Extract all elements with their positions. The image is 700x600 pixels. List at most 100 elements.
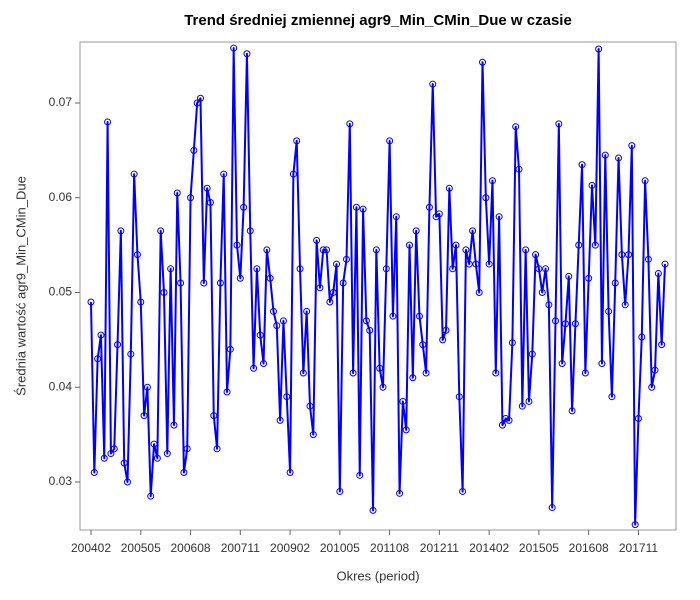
data-point — [240, 203, 248, 211]
data-point — [323, 246, 331, 254]
data-point — [137, 298, 145, 306]
data-point — [226, 345, 234, 353]
data-point — [402, 426, 410, 434]
data-point — [492, 369, 500, 377]
data-point — [621, 301, 629, 309]
x-tick-label: 200711 — [221, 541, 260, 555]
data-point — [273, 322, 281, 330]
plot-frame — [79, 41, 677, 531]
x-tick-label: 201402 — [469, 541, 509, 555]
data-point — [94, 355, 102, 363]
data-point — [479, 58, 487, 66]
data-point — [535, 265, 543, 273]
y-tick-label: 0.06 — [49, 190, 73, 204]
data-point — [465, 260, 473, 268]
data-point — [133, 251, 141, 259]
data-point — [522, 246, 530, 254]
data-point — [545, 301, 553, 309]
x-tick-label: 200505 — [121, 541, 161, 555]
data-point — [415, 312, 423, 320]
data-point — [442, 326, 450, 334]
x-tick-label: 201608 — [569, 541, 609, 555]
data-point — [163, 450, 171, 458]
x-tick-label: 201005 — [320, 541, 360, 555]
data-point — [638, 333, 646, 341]
data-point — [313, 236, 321, 244]
data-point — [452, 241, 460, 249]
data-point — [157, 227, 165, 235]
data-point — [625, 251, 633, 259]
data-point — [498, 421, 506, 429]
data-point — [661, 260, 669, 268]
data-point — [628, 142, 636, 150]
data-point — [256, 331, 264, 339]
data-point — [100, 454, 108, 462]
data-point — [190, 146, 198, 154]
data-point — [392, 213, 400, 221]
data-point — [150, 440, 158, 448]
data-point — [147, 492, 155, 500]
data-point — [233, 241, 241, 249]
data-point — [97, 331, 105, 339]
data-point — [495, 213, 503, 221]
data-point — [508, 339, 516, 347]
data-point — [196, 94, 204, 102]
data-point — [220, 170, 228, 178]
data-point — [329, 288, 337, 296]
data-point — [170, 421, 178, 429]
y-tick-label: 0.04 — [49, 379, 73, 393]
data-point — [654, 270, 662, 278]
data-point — [117, 227, 125, 235]
data-point — [266, 274, 274, 282]
y-axis-label: Średnia wartość agr9_Min_CMin_Due — [13, 176, 28, 396]
data-point — [206, 198, 214, 206]
data-point — [260, 360, 268, 368]
data-point — [243, 50, 251, 58]
data-point — [104, 118, 112, 126]
data-point — [183, 445, 191, 453]
data-point — [286, 468, 294, 476]
data-point — [187, 194, 195, 202]
x-tick-label: 201711 — [619, 541, 658, 555]
data-point — [114, 341, 122, 349]
data-point — [598, 360, 606, 368]
y-tick-label: 0.03 — [49, 474, 73, 488]
x-axis-label: Okres (period) — [336, 568, 419, 583]
data-point — [372, 246, 380, 254]
data-point — [552, 317, 560, 325]
x-tick-label: 200608 — [171, 541, 211, 555]
data-point — [356, 471, 364, 479]
data-point — [177, 279, 185, 287]
data-point — [263, 246, 271, 254]
data-point — [362, 317, 370, 325]
data-point — [246, 227, 254, 235]
data-point — [585, 274, 593, 282]
data-point — [578, 161, 586, 169]
data-point — [568, 407, 576, 415]
y-tick-label: 0.05 — [49, 285, 73, 299]
data-point — [382, 265, 390, 273]
data-point — [90, 468, 98, 476]
data-point — [289, 170, 297, 178]
data-point — [279, 317, 287, 325]
x-tick-label: 200902 — [270, 541, 310, 555]
data-point — [349, 369, 357, 377]
data-point — [359, 205, 367, 213]
series-line — [90, 47, 666, 526]
data-point — [485, 260, 493, 268]
data-point — [488, 177, 496, 185]
data-point — [309, 431, 317, 439]
data-point — [296, 265, 304, 273]
data-point — [528, 350, 536, 358]
data-point — [412, 227, 420, 235]
data-point — [107, 450, 115, 458]
data-point — [512, 123, 520, 131]
data-point — [379, 383, 387, 391]
data-point — [253, 265, 261, 273]
data-point — [130, 170, 138, 178]
data-point — [525, 397, 533, 405]
data-point — [236, 274, 244, 282]
data-point — [409, 374, 417, 382]
x-tick-label: 201108 — [370, 541, 409, 555]
data-point — [203, 184, 211, 192]
